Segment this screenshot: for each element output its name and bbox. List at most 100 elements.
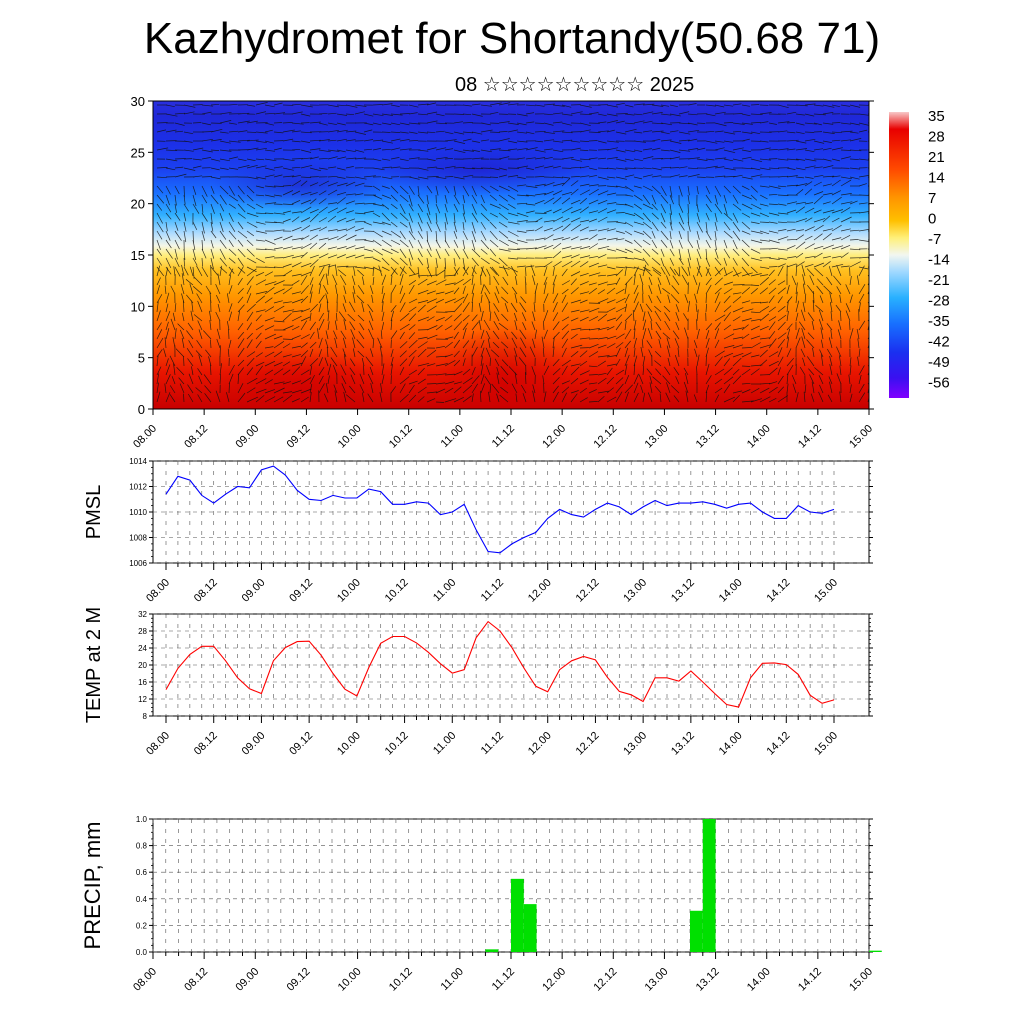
- x-tick-label: 12.12: [574, 577, 602, 605]
- wind-barb: [588, 343, 599, 349]
- wind-barb: [491, 383, 500, 394]
- wind-barb: [856, 329, 860, 340]
- wind-barb: [519, 302, 527, 313]
- wind-barb: [426, 391, 438, 394]
- wind-barb: [408, 380, 418, 385]
- y-tick-label: 20: [131, 197, 145, 212]
- wind-barb: [399, 313, 410, 322]
- x-tick-label: 09.12: [287, 730, 315, 758]
- wind-barb: [639, 274, 644, 286]
- wind-barb: [651, 221, 659, 232]
- wind-barb: [352, 285, 356, 295]
- wind-barb: [624, 257, 635, 260]
- wind-barb: [588, 157, 598, 160]
- colorbar-label: 28: [928, 129, 945, 146]
- wind-barb: [777, 332, 787, 340]
- wind-barb: [543, 234, 554, 241]
- wind-barb: [435, 269, 445, 277]
- wind-barb: [750, 301, 761, 304]
- wind-barb: [300, 316, 311, 322]
- wind-barb: [516, 194, 529, 197]
- wind-barb: [255, 165, 267, 169]
- wind-barb: [489, 383, 492, 394]
- wind-barb: [552, 242, 562, 250]
- wind-barb: [579, 309, 590, 313]
- wind-barb: [849, 104, 861, 108]
- wind-barb: [358, 331, 365, 340]
- wind-barb: [291, 398, 300, 403]
- wind-barb: [750, 354, 760, 358]
- x-tick-label: 14.00: [717, 577, 745, 605]
- wind-barb: [651, 175, 662, 178]
- wind-barb: [615, 297, 626, 304]
- wind-barb: [534, 104, 545, 107]
- wind-barb: [648, 277, 653, 286]
- wind-barb: [813, 148, 824, 151]
- wind-barb: [210, 149, 220, 151]
- wind-barb: [525, 147, 538, 151]
- wind-barb: [255, 239, 265, 242]
- wind-barb: [696, 239, 700, 250]
- wind-barb: [801, 336, 806, 349]
- wind-barb: [273, 122, 283, 124]
- wind-barb: [327, 166, 337, 169]
- wind-barb: [849, 275, 852, 286]
- wind-barb: [792, 383, 797, 394]
- wind-barb: [228, 140, 241, 143]
- wind-barb: [480, 194, 485, 204]
- wind-barb: [777, 185, 787, 188]
- wind-barb: [282, 158, 295, 162]
- wind-barb: [640, 347, 644, 358]
- wind-barb: [786, 300, 789, 313]
- wind-barb: [300, 180, 308, 187]
- wind-barb: [768, 386, 778, 394]
- wind-barb: [786, 238, 797, 241]
- wind-barb: [511, 286, 518, 295]
- wind-barb: [190, 310, 194, 322]
- wind-barb: [802, 283, 806, 295]
- wind-barb: [354, 212, 366, 215]
- wind-barb: [858, 202, 868, 205]
- wind-barb: [354, 220, 366, 223]
- wind-barb: [768, 122, 777, 125]
- wind-barb: [687, 129, 700, 133]
- wind-barb: [246, 332, 253, 340]
- wind-barb: [795, 392, 799, 403]
- wind-barb: [246, 268, 257, 277]
- wind-barb: [390, 268, 397, 277]
- wind-barb: [408, 131, 418, 134]
- wind-barb: [426, 147, 437, 151]
- wind-barb: [795, 122, 805, 126]
- wind-barb: [368, 328, 374, 340]
- wind-barb: [525, 185, 538, 188]
- wind-barb: [777, 212, 789, 215]
- wind-barb: [561, 122, 572, 126]
- wind-barb: [588, 243, 598, 250]
- wind-barb: [390, 239, 401, 246]
- wind-barb: [660, 194, 669, 204]
- wind-barb: [480, 221, 486, 230]
- wind-barb: [664, 312, 671, 322]
- wind-barb: [390, 157, 400, 160]
- wind-barb: [666, 275, 671, 286]
- wind-barb: [669, 174, 680, 178]
- wind-barb: [156, 257, 162, 266]
- wind-barb: [343, 285, 347, 295]
- wind-barb: [723, 345, 735, 349]
- wind-barb: [633, 292, 639, 304]
- wind-barb: [367, 373, 374, 385]
- wind-barb: [714, 322, 721, 331]
- wind-barb: [318, 122, 328, 126]
- wind-barb: [813, 191, 824, 196]
- wind-barb: [363, 221, 372, 226]
- wind-barb: [326, 301, 329, 313]
- wind-barb: [606, 140, 619, 143]
- wind-barb: [333, 330, 338, 340]
- wind-barb: [552, 321, 560, 331]
- wind-barb: [814, 367, 824, 376]
- wind-barb: [516, 265, 526, 268]
- wind-barb: [264, 149, 275, 152]
- wind-barb: [372, 104, 383, 106]
- wind-barb: [663, 305, 671, 313]
